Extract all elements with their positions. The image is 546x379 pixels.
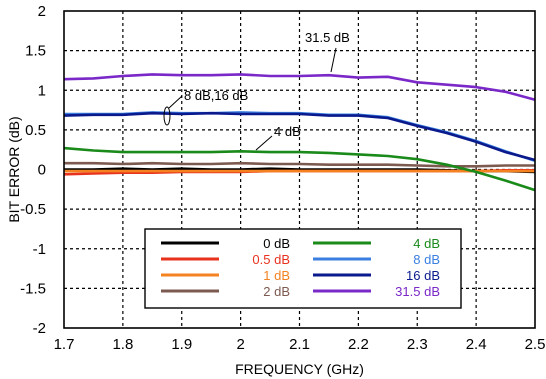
series-lines xyxy=(63,73,536,192)
legend-label-0-5-db: 0.5 dB xyxy=(252,252,290,267)
legend-label-0-db: 0 dB xyxy=(263,236,290,251)
x-tick-label: 2.3 xyxy=(407,336,428,353)
y-axis-title: BIT ERROR (dB) xyxy=(6,116,22,222)
y-tick-label: -1 xyxy=(33,241,46,258)
annotation-31-5-db: 31.5 dB xyxy=(305,30,350,45)
y-tick-label: 1.5 xyxy=(25,43,46,60)
annotation-8-16-db: 8 dB,16 dB xyxy=(184,88,248,103)
x-tick-label: 2 xyxy=(236,336,244,353)
x-tick-label: 1.7 xyxy=(54,336,75,353)
annotation-8-16-db-ellipse xyxy=(163,106,171,126)
legend-label-1-db: 1 dB xyxy=(263,268,290,283)
x-tick-label: 1.9 xyxy=(171,336,192,353)
legend-label-2-db: 2 dB xyxy=(263,284,290,299)
x-tick-label: 2.1 xyxy=(289,336,310,353)
y-tick-label: -0.5 xyxy=(20,201,46,218)
x-tick-label: 1.8 xyxy=(112,336,133,353)
y-tick-label: -1.5 xyxy=(20,280,46,297)
legend-label-31-5-db: 31.5 dB xyxy=(395,284,440,299)
series-line-2-db xyxy=(64,161,535,168)
x-tick-label: 2.2 xyxy=(348,336,369,353)
legend: 0 dB 4 dB 0.5 dB 8 dB 1 dB 16 dB 2 dB 31.5 dB xyxy=(144,228,462,309)
x-axis-title: FREQUENCY (GHz) xyxy=(235,361,364,377)
x-tick-label: 2.4 xyxy=(466,336,487,353)
y-tick-label: 1 xyxy=(38,82,46,99)
y-tick-label: 0.5 xyxy=(25,122,46,139)
annotation-4-db-leader xyxy=(255,135,273,151)
annotation-4-db: 4 dB xyxy=(274,124,301,139)
annotation-31-5-db-leader xyxy=(330,47,337,73)
series-line-16-db xyxy=(63,111,536,162)
series-line-31-5-db xyxy=(63,73,536,102)
annotation-8-16-db-leader xyxy=(168,95,183,109)
legend-label-4-db: 4 dB xyxy=(413,236,440,251)
y-tick-label: -2 xyxy=(33,320,46,337)
plot-frame xyxy=(63,10,536,329)
x-tick-label: 2.5 xyxy=(525,336,546,353)
annotations: 31.5 dB 8 dB,16 dB 4 dB xyxy=(163,30,350,151)
tick-labels: 1.7 1.8 1.9 2 2.1 2.2 2.3 2.4 2.5 -2 -1.5 -1 -0.5 0 0.… xyxy=(20,3,545,353)
legend-label-16-db: 16 dB xyxy=(406,268,440,283)
legend-label-8-db: 8 dB xyxy=(413,252,440,267)
series-line-4-db xyxy=(63,146,536,192)
y-tick-label: 0 xyxy=(38,162,46,179)
y-tick-label: 2 xyxy=(38,3,46,20)
